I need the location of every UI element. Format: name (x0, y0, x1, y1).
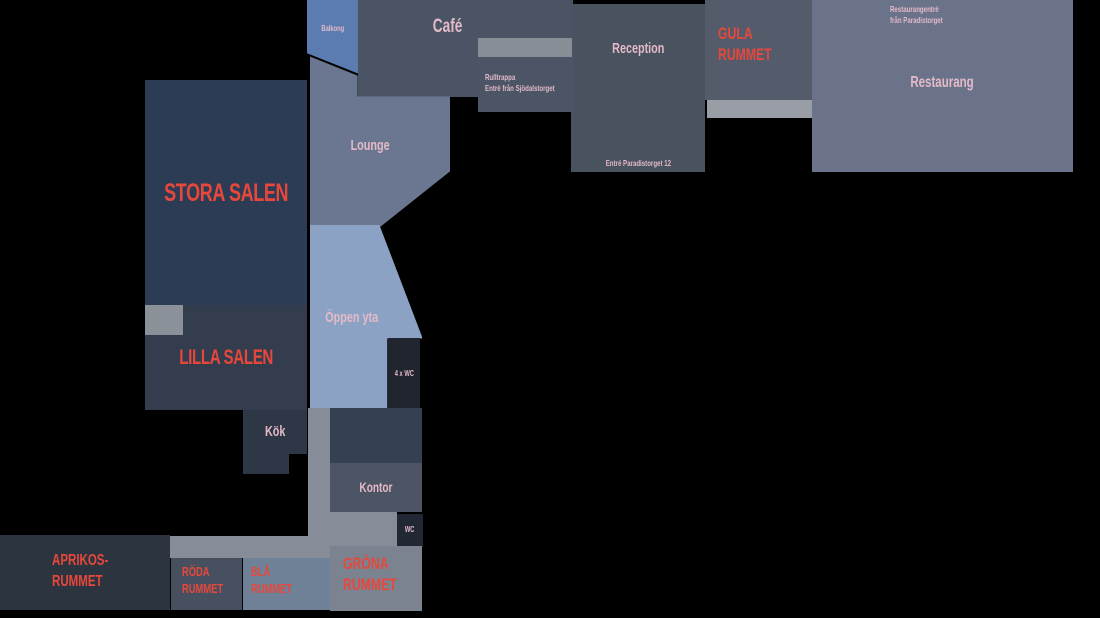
room-gula-rummet: GULA RUMMET (705, 0, 812, 100)
room-kok-extension (243, 454, 289, 474)
room-stora-salen-label: STORA SALEN (163, 178, 289, 207)
room-kontor: Kontor (330, 463, 422, 512)
room-wc: WC (397, 514, 423, 547)
room-wc-label: WC (405, 525, 415, 535)
stairs-block (145, 305, 183, 335)
room-lilla-salen-label: LILLA SALEN (179, 345, 273, 369)
room-aprikos-rummet-label: APRIKOS- RUMMET (52, 552, 109, 590)
room-balkong-label: Balkong (321, 24, 344, 33)
room-lounge-label: Lounge (350, 137, 390, 154)
room-4xwc: 4 x WC (388, 338, 420, 410)
reception-entrance-note: Entré Paradistorget 12 (605, 157, 671, 168)
room-oppen-yta-label: Öppen yta (325, 309, 378, 326)
room-stora-salen: STORA SALEN (145, 80, 307, 305)
room-cafe-label: Café (433, 16, 463, 37)
room-4xwc-label: 4 x WC (394, 368, 414, 378)
corridor-kontor (330, 512, 397, 546)
room-roda-rummet: RÖDA RUMMET (171, 558, 242, 610)
restaurant-entrance-note: Restaurangentré från Paradistorget (890, 4, 943, 26)
room-kok-label: Kök (264, 422, 286, 440)
room-aprikos-rummet: APRIKOS- RUMMET (0, 535, 170, 610)
room-kok: Kök (243, 410, 307, 454)
room-restaurang-label: Restaurang (910, 74, 975, 91)
escalator-entrance-block: Rulltrappa Entré från Sjödalstorget (478, 57, 573, 112)
corridor-vertical (308, 408, 330, 558)
room-reception-label: Reception (611, 40, 665, 57)
room-gula-rummet-label: GULA RUMMET (718, 24, 772, 65)
room-restaurang: Restaurangentré från Paradistorget Resta… (812, 0, 1073, 172)
room-grona-rummet: GRÖNA RUMMET (330, 546, 422, 611)
corridor-bar (707, 100, 812, 118)
room-reception: Reception Entré Paradistorget 12 (571, 4, 705, 172)
room-grona-rummet-label: GRÖNA RUMMET (343, 554, 397, 595)
room-roda-rummet-label: RÖDA RUMMET (182, 564, 224, 596)
room-bla-rummet-label: BLÅ RUMMET (251, 564, 293, 596)
escalator-bar (478, 38, 572, 58)
escalator-entrance-note: Rulltrappa Entré från Sjödalstorget (485, 72, 555, 94)
room-bla-rummet: BLÅ RUMMET (243, 558, 330, 610)
room-kontor-label: Kontor (359, 478, 393, 495)
corridor-bottom (170, 536, 330, 558)
unlabeled-block (330, 408, 422, 463)
